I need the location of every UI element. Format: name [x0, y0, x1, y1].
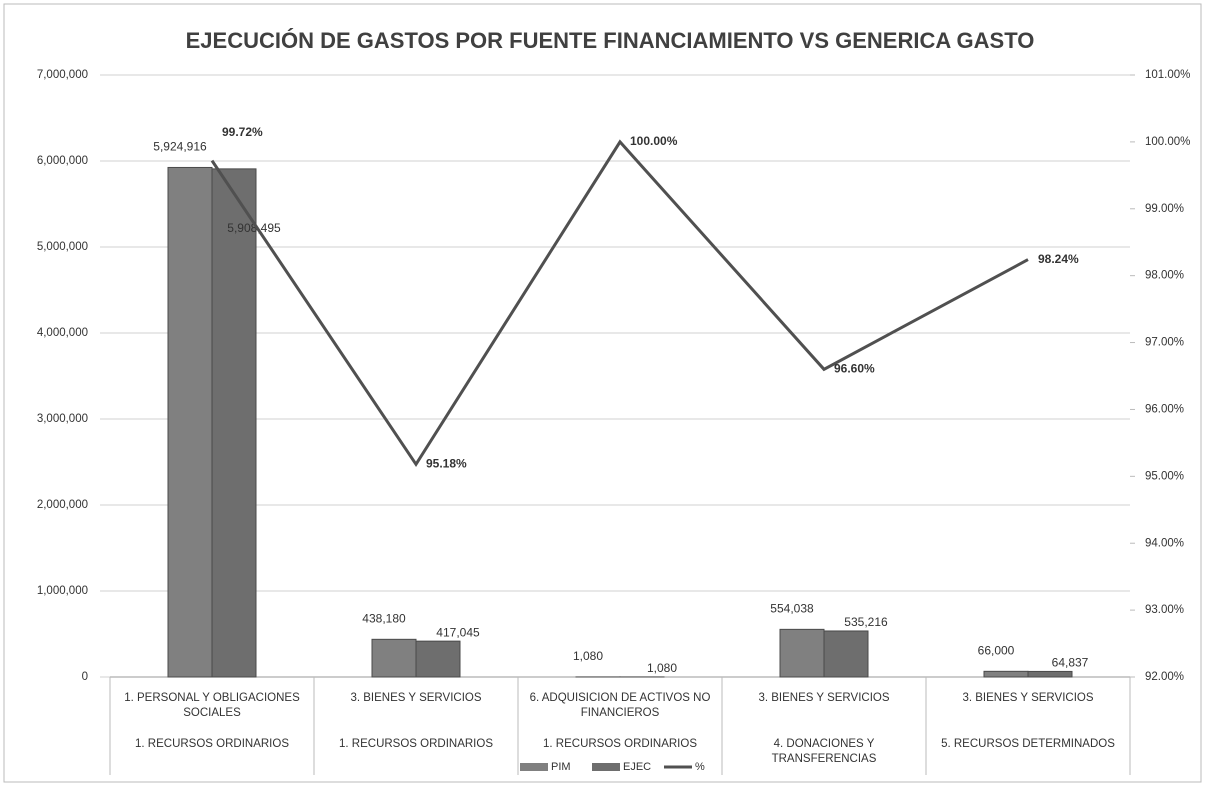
- y2-tick-label: 95.00%: [1145, 470, 1184, 482]
- y2-tick-label: 100.00%: [1145, 136, 1190, 148]
- y-tick-label: 7,000,000: [37, 69, 88, 81]
- data-label: 438,180: [362, 611, 406, 625]
- y2-tick-label: 97.00%: [1145, 337, 1184, 349]
- y2-tick-label: 99.00%: [1145, 203, 1184, 215]
- legend-label: %: [695, 761, 705, 773]
- data-label: 98.24%: [1038, 252, 1079, 266]
- bar: [823, 630, 869, 678]
- bar: [1027, 670, 1073, 678]
- bar: [211, 168, 257, 678]
- data-label: 96.60%: [834, 361, 875, 375]
- bar: [779, 628, 825, 678]
- data-label: 5,908,495: [227, 221, 281, 235]
- x-group-label: 1. RECURSOS ORDINARIOS: [339, 738, 493, 750]
- x-group-label: 5. RECURSOS DETERMINADOS: [941, 738, 1115, 750]
- y2-tick-label: 94.00%: [1145, 537, 1184, 549]
- y2-tick-label: 92.00%: [1145, 671, 1184, 683]
- chart-title: EJECUCIÓN DE GASTOS POR FUENTE FINANCIAM…: [186, 28, 1035, 53]
- y-tick-label: 3,000,000: [37, 413, 88, 425]
- data-label: 100.00%: [630, 134, 678, 148]
- x-group-label: 1. RECURSOS ORDINARIOS: [543, 738, 697, 750]
- x-group-label: 1. RECURSOS ORDINARIOS: [135, 738, 289, 750]
- legend-swatch: [520, 763, 548, 771]
- data-label: 99.72%: [222, 125, 263, 139]
- line: [210, 139, 1029, 468]
- legend-label: PIM: [551, 761, 571, 773]
- x-tick-label: 3. BIENES Y SERVICIOS: [758, 692, 890, 704]
- data-label: 417,045: [436, 625, 480, 639]
- y-tick-label: 5,000,000: [37, 241, 88, 253]
- data-label: 5,924,916: [153, 140, 207, 154]
- y-tick-label: 1,000,000: [37, 585, 88, 597]
- data-label: 535,216: [844, 615, 888, 629]
- data-label: 1,080: [647, 661, 677, 675]
- y-tick-label: 4,000,000: [37, 327, 88, 339]
- x-tick-label: 1. PERSONAL Y OBLIGACIONES SOCIALES: [124, 692, 300, 719]
- y2-tick-label: 101.00%: [1145, 69, 1190, 81]
- legend-label: EJEC: [623, 761, 651, 773]
- y2-tick-label: 93.00%: [1145, 604, 1184, 616]
- data-label: 554,038: [770, 602, 814, 616]
- x-tick-label: 3. BIENES Y SERVICIOS: [350, 692, 482, 704]
- bar: [167, 166, 213, 678]
- x-tick-label: 6. ADQUISICION DE ACTIVOS NO FINANCIEROS: [529, 692, 711, 719]
- bar: [415, 640, 461, 678]
- y2-tick-label: 96.00%: [1145, 403, 1184, 415]
- chart-border: [3, 3, 1202, 783]
- y-tick-label: 2,000,000: [37, 499, 88, 511]
- y-tick-label: 6,000,000: [37, 155, 88, 167]
- x-group-label: 4. DONACIONES Y TRANSFERENCIAS: [771, 738, 877, 765]
- legend-swatch: [592, 763, 620, 771]
- y-tick-label: 0: [82, 671, 88, 683]
- data-label: 66,000: [978, 643, 1015, 657]
- y2-tick-label: 98.00%: [1145, 270, 1184, 282]
- data-label: 95.18%: [426, 456, 467, 470]
- bar: [371, 638, 417, 678]
- bar: [983, 670, 1029, 678]
- x-tick-label: 3. BIENES Y SERVICIOS: [962, 692, 1094, 704]
- data-label: 64,837: [1052, 656, 1089, 670]
- data-label: 1,080: [573, 649, 603, 663]
